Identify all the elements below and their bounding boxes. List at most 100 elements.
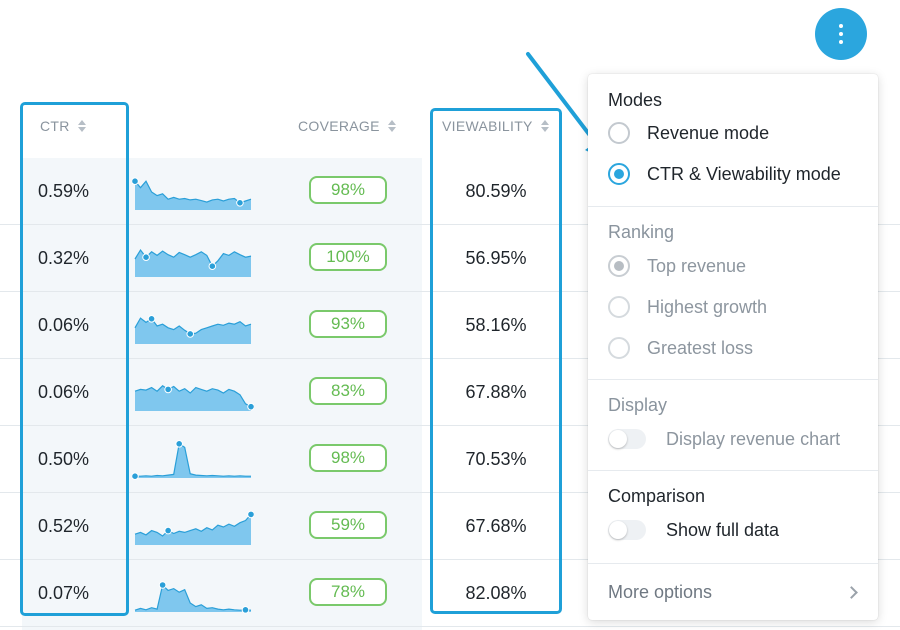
table-row[interactable]: 0.06% 93% 58.16% [0,292,900,359]
greatest-loss-label: Greatest loss [647,337,754,358]
coverage-badge: 78% [309,578,387,606]
sparkline-chart [134,510,254,545]
display-title: Display [608,395,668,415]
header-coverage-label: COVERAGE [298,118,380,134]
sparkline-chart [134,314,252,344]
sparkline-marker [175,440,183,448]
sparkline-marker [164,526,172,535]
sparkline-area [135,181,251,210]
radio-highest-growth[interactable] [608,296,630,318]
ctr-value: 0.32% [38,248,90,268]
option-display-revenue-chart[interactable]: Display revenue chart [608,426,840,452]
dot-icon [839,40,843,44]
sparkline-line [135,442,251,477]
divider [588,470,878,471]
sparkline-chart [134,581,252,614]
option-greatest-loss[interactable]: Greatest loss [608,335,753,361]
header-ctr[interactable]: CTR [40,116,86,136]
table-row[interactable]: 0.52% 59% 67.68% [0,493,900,560]
highest-growth-label: Highest growth [647,296,768,317]
viewability-value: 67.68% [465,516,527,536]
option-revenue-mode[interactable]: Revenue mode [608,120,769,146]
divider [588,563,878,564]
option-top-revenue[interactable]: Top revenue [608,253,746,279]
viewability-value: 70.53% [465,449,527,469]
ctr-value: 0.50% [38,449,90,469]
sparkline-area [135,250,251,277]
coverage-badge: 93% [309,310,387,338]
more-options-row[interactable]: More options [588,564,878,620]
sparkline-chart [132,440,251,480]
sparkline-marker [208,262,217,271]
viewability-value: 67.88% [465,382,527,402]
sparkline-area [135,318,251,344]
radio-revenue-mode[interactable] [608,122,630,144]
viewability-value: 82.08% [465,583,527,603]
display-revenue-chart-toggle[interactable] [608,429,646,449]
top-revenue-label: Top revenue [647,255,747,276]
sparkline-marker [247,510,254,519]
option-show-full-data[interactable]: Show full data [608,517,779,543]
sparkline-line [134,248,252,268]
table-row[interactable]: 0.06% 83% 67.88% [0,359,900,426]
radio-ctr-viewability-mode[interactable] [608,163,630,185]
radio-greatest-loss[interactable] [608,337,630,359]
stats-table: CTR COVERAGE VIEWABILITY 0.59% 98% 80.59% 0… [0,98,900,630]
sparkline-marker [186,330,195,338]
ctr-value: 0.52% [38,516,90,536]
modes-title: Modes [608,90,663,110]
sparkline-marker [142,253,150,262]
sparkline-chart [134,248,252,277]
dot-icon [839,24,843,28]
show-full-data-label: Show full data [666,519,780,540]
ctr-viewability-mode-label: CTR & Viewability mode [647,163,841,184]
sparkline-line [134,513,252,537]
more-options-label: More options [608,581,713,602]
display-revenue-chart-label: Display revenue chart [666,428,841,449]
coverage-badge: 59% [309,511,387,539]
sparkline-area [135,385,251,411]
table-row[interactable]: 0.50% 98% 70.53% [0,426,900,493]
view-options-menu: Modes Revenue mode CTR & Viewability mod… [588,74,878,620]
header-coverage[interactable]: COVERAGE [298,116,396,136]
coverage-badge: 100% [309,243,387,271]
divider [588,206,878,207]
viewability-value: 80.59% [465,181,527,201]
table-row[interactable]: 0.32% 100% 56.95% [0,225,900,292]
header-viewability[interactable]: VIEWABILITY [442,116,549,136]
radio-top-revenue[interactable] [608,255,630,277]
table-row[interactable]: 0.59% 98% 80.59% [0,158,900,225]
option-ctr-viewability-mode[interactable]: CTR & Viewability mode [608,161,841,187]
coverage-badge: 83% [309,377,387,405]
comparison-title: Comparison [608,486,706,506]
header-ctr-label: CTR [40,118,70,134]
option-highest-growth[interactable]: Highest growth [608,294,767,320]
coverage-badge: 98% [309,176,387,204]
ctr-value: 0.59% [38,181,90,201]
ranking-title: Ranking [608,222,675,242]
sparkline-area [135,585,251,612]
sparkline-marker [236,199,244,207]
sparkline-marker [241,606,250,614]
sparkline-marker [158,581,167,589]
sparkline-marker [247,402,254,411]
header-viewability-label: VIEWABILITY [442,118,533,134]
show-full-data-toggle[interactable] [608,520,646,540]
sort-arrows-icon [77,119,86,133]
divider [588,379,878,380]
ctr-value: 0.06% [38,315,90,335]
table-row[interactable]: 0.07% 78% 82.08% [0,560,900,627]
ctr-value: 0.07% [38,583,90,603]
ctr-column-background [22,158,126,630]
sparkline-marker [132,472,139,480]
dot-icon [839,32,843,36]
sparkline-marker [132,177,139,185]
viewability-value: 56.95% [465,248,527,268]
sparkline-chart [132,177,252,210]
more-actions-button[interactable] [815,8,867,60]
sort-arrows-icon [540,119,549,133]
sparkline-marker [164,385,172,394]
sort-arrows-icon [387,119,396,133]
sparkline-line [134,180,252,204]
coverage-badge: 98% [309,444,387,472]
